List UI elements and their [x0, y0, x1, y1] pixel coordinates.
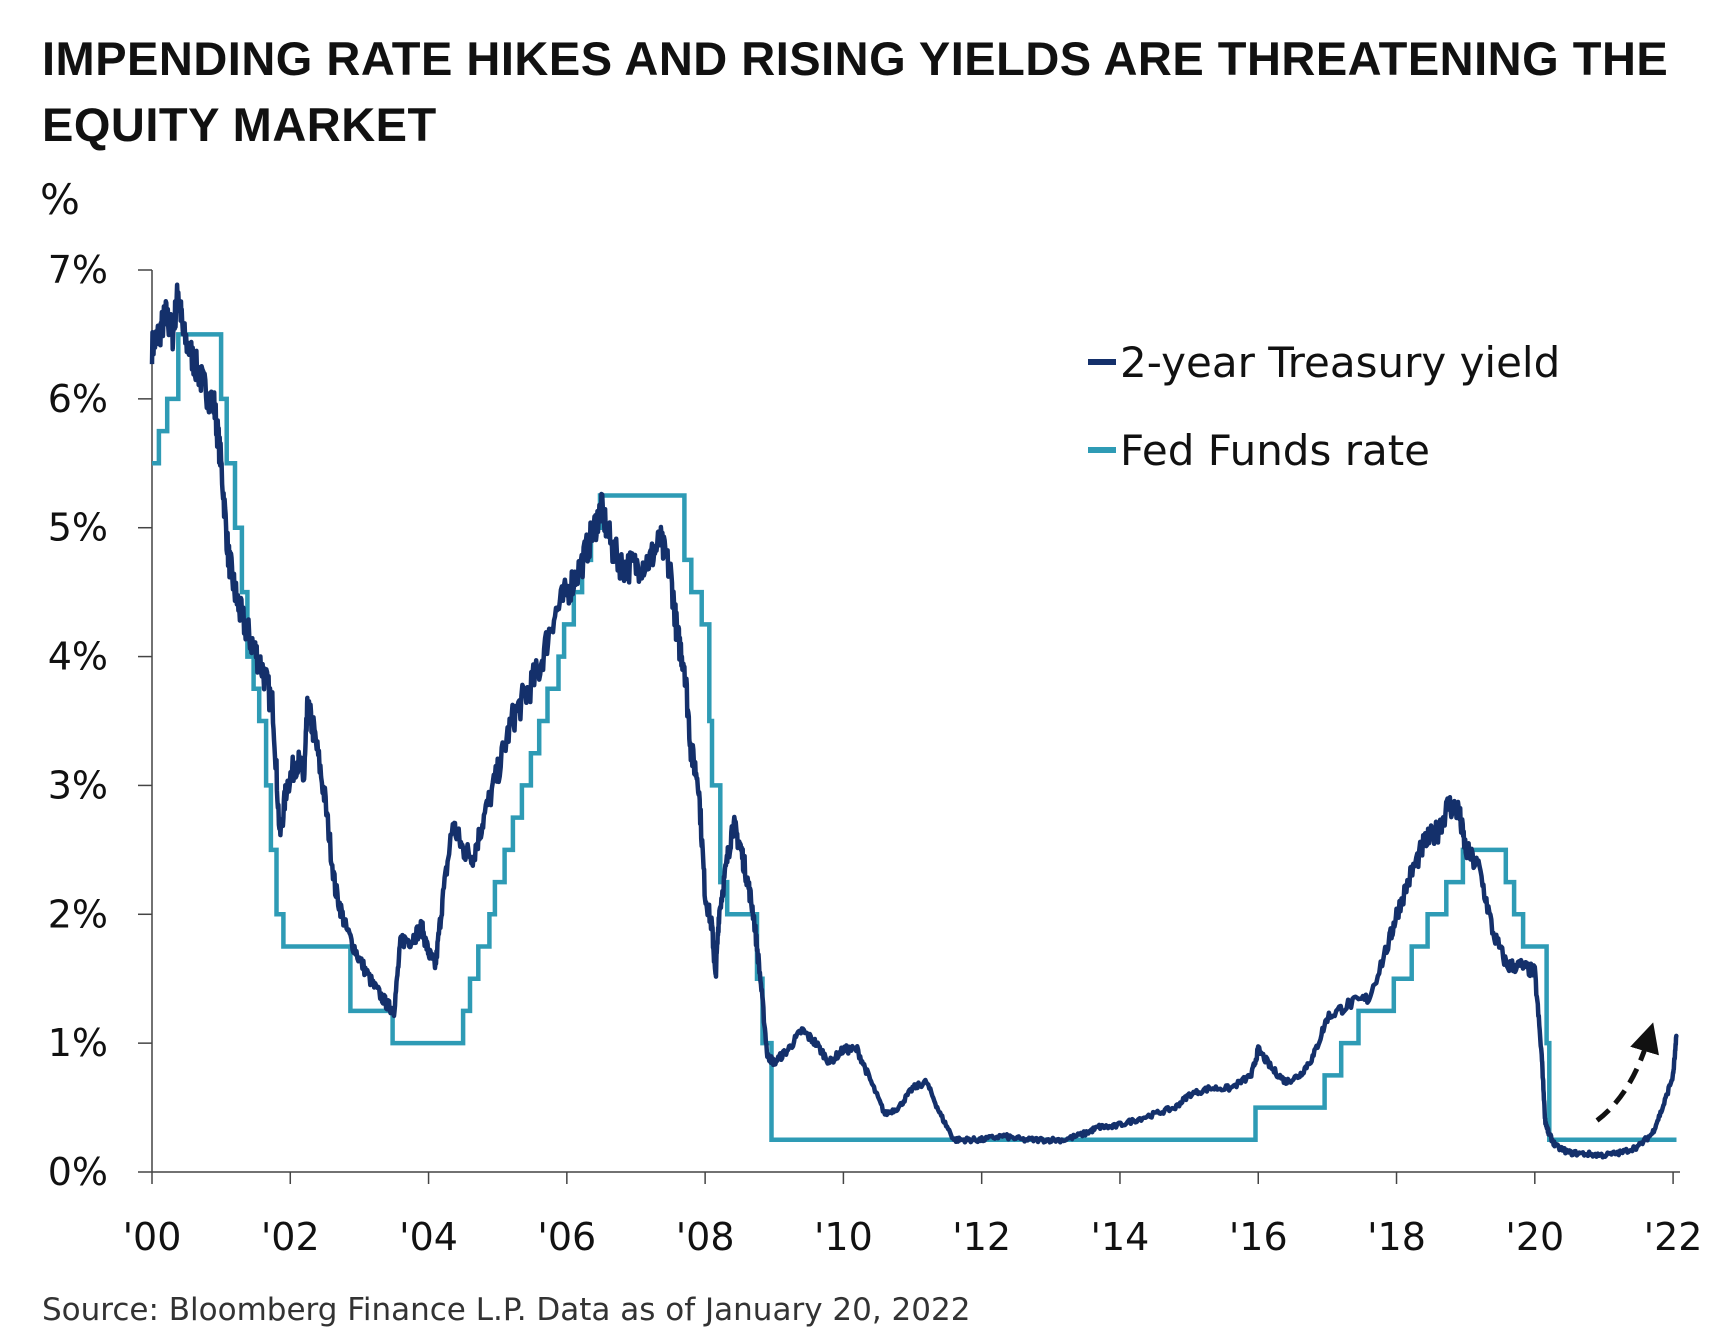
y-tick-label: 0% [48, 1150, 108, 1194]
series-line-fed-funds-rate [152, 332, 1677, 1143]
x-tick-label: '04 [399, 1215, 458, 1259]
x-tick-label: '20 [1505, 1215, 1564, 1259]
annotation-layer [1595, 1022, 1659, 1123]
x-tick-label: '08 [676, 1215, 735, 1259]
x-tick-label: '14 [1091, 1215, 1150, 1259]
y-tick-label: 4% [48, 635, 108, 679]
y-axis-label: % [40, 175, 80, 224]
y-tick-label: 1% [48, 1021, 108, 1065]
series-line-2yr-treasury-yield [149, 282, 1679, 1160]
x-tick-label: '06 [537, 1215, 596, 1259]
y-tick-label: 6% [48, 377, 108, 421]
y-tick-label: 7% [48, 248, 108, 292]
axes: 0% 1% 2% 3% 4% 5% 6% 7% '00 '02 '04 '06 '08 '10 '12 '14… [48, 248, 1703, 1259]
legend: 2-year Treasury yield Fed Funds rate [1088, 338, 1560, 475]
y-tick-label: 5% [48, 506, 108, 550]
source-note: Source: Bloomberg Finance L.P. Data as o… [42, 1292, 971, 1328]
x-tick-label: '02 [261, 1215, 320, 1259]
series-layer [149, 282, 1679, 1160]
legend-label-2yr-treasury-yield: 2-year Treasury yield [1120, 338, 1560, 387]
trend-arrow-annotation [1595, 1022, 1659, 1123]
x-tick-label: '12 [952, 1215, 1011, 1259]
chart-title: IMPENDING RATE HIKES AND RISING YIELDS A… [42, 32, 1669, 151]
x-tick-label: '22 [1644, 1215, 1703, 1259]
x-tick-label: '00 [123, 1215, 182, 1259]
y-tick-label: 2% [48, 892, 108, 936]
x-tick-label: '10 [814, 1215, 873, 1259]
x-tick-label: '16 [1229, 1215, 1288, 1259]
y-tick-label: 3% [48, 763, 108, 807]
x-tick-label: '18 [1367, 1215, 1426, 1259]
legend-label-fed-funds-rate: Fed Funds rate [1120, 426, 1430, 475]
